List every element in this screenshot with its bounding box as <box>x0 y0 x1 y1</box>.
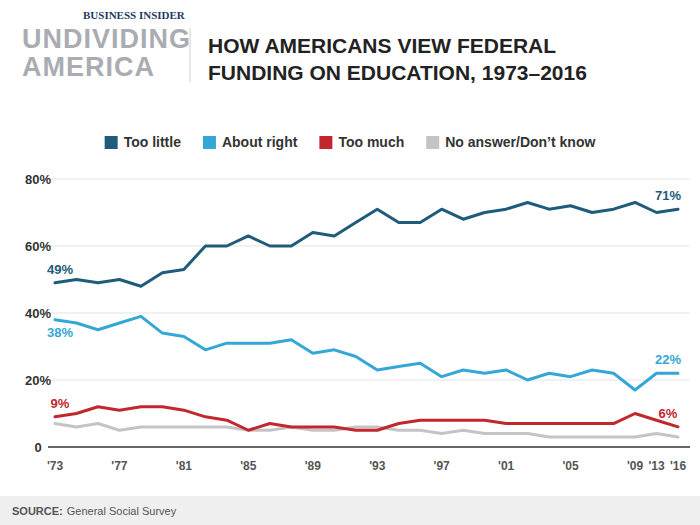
x-tick-label: '93 <box>369 459 386 473</box>
legend-swatch <box>319 136 332 149</box>
title-line: FUNDING ON EDUCATION, 1973–2016 <box>208 61 587 84</box>
baseline <box>48 446 690 448</box>
legend-swatch <box>105 136 118 149</box>
footer-bar <box>0 496 700 525</box>
legend-item: No answer/Don’t know <box>426 134 595 150</box>
x-tick-label: '05 <box>562 459 579 473</box>
grid <box>48 179 690 447</box>
logo-text: UNDIVIDING <box>22 24 191 54</box>
grid-line <box>48 380 690 381</box>
logo-text: AMERICA <box>22 52 155 82</box>
x-tick-label: '85 <box>240 459 257 473</box>
background <box>0 0 700 525</box>
x-tick-label: '77 <box>111 459 128 473</box>
y-tick-label: 0 <box>34 440 41 455</box>
source-label: SOURCE: <box>12 505 63 517</box>
data-label: 38% <box>47 325 73 340</box>
data-label: 6% <box>659 406 678 421</box>
x-tick-label: '01 <box>498 459 515 473</box>
legend-label: Too little <box>124 134 181 150</box>
series-line <box>55 202 678 286</box>
legend-swatch <box>426 136 439 149</box>
data-label: 22% <box>655 352 681 367</box>
chart: BUSINESS INSIDER UNDIVIDINGAMERICA HOW AME… <box>0 0 700 525</box>
x-tick-label: '13 <box>648 459 665 473</box>
data-label: 71% <box>655 188 681 203</box>
grid-line <box>48 313 690 314</box>
y-tick-label: 20% <box>25 373 51 388</box>
header-divider <box>190 28 191 82</box>
x-tick-label: '16 <box>670 459 687 473</box>
x-tick-label: '97 <box>434 459 451 473</box>
y-tick-label: 60% <box>25 239 51 254</box>
y-tick-label: 40% <box>25 306 51 321</box>
series-line <box>55 407 678 430</box>
grid-line <box>48 179 690 180</box>
data-label: 9% <box>51 396 70 411</box>
title-line: HOW AMERICANS VIEW FEDERAL <box>208 34 556 57</box>
legend-label: About right <box>222 134 298 150</box>
legend-label: No answer/Don’t know <box>445 134 595 150</box>
legend: Too little About right Too much No answer/D… <box>105 134 596 150</box>
legend-swatch <box>203 136 216 149</box>
title: HOW AMERICANS VIEW FEDERAL FUNDING ON EDU… <box>208 34 587 84</box>
legend-item: About right <box>203 134 298 150</box>
x-tick-label: '09 <box>627 459 644 473</box>
y-tick-label: 80% <box>25 172 51 187</box>
lines <box>55 202 678 437</box>
source: General Social Survey <box>67 505 177 517</box>
legend-item: Too little <box>105 134 181 150</box>
legend-item: Too much <box>319 134 404 150</box>
brand: BUSINESS INSIDER <box>83 9 186 21</box>
x-tick-label: '73 <box>47 459 64 473</box>
x-tick-label: '89 <box>305 459 322 473</box>
data-label: 49% <box>47 262 73 277</box>
legend-label: Too much <box>338 134 404 150</box>
x-tick-label: '81 <box>176 459 193 473</box>
grid-line <box>48 246 690 247</box>
series-line <box>55 316 678 390</box>
